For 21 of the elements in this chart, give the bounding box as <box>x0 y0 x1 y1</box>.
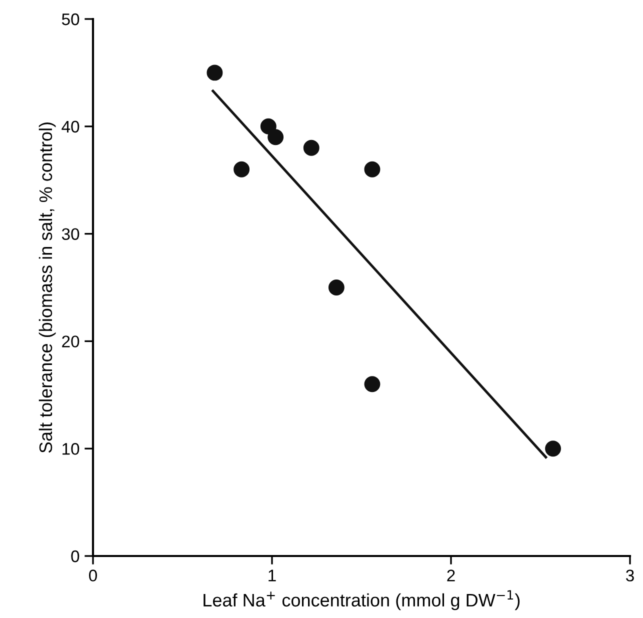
y-tick-label: 30 <box>62 228 80 240</box>
y-tick-label: 10 <box>62 443 80 455</box>
point <box>268 129 284 146</box>
x-tick-label: 2 <box>447 570 455 582</box>
point <box>206 64 223 81</box>
point <box>545 440 562 457</box>
y-tick-label: 40 <box>62 120 80 133</box>
y-axis-title: Salt tolerance (biomass in salt, % control) <box>38 122 56 453</box>
y-tick-label: 0 <box>71 550 80 562</box>
point <box>364 161 380 178</box>
point <box>364 376 380 392</box>
x-tick-label: 1 <box>268 570 276 582</box>
y-tick-label: 20 <box>62 336 80 348</box>
x-tick-label: 0 <box>89 570 97 582</box>
point <box>328 280 344 296</box>
point <box>303 140 320 156</box>
point <box>234 161 250 178</box>
x-tick-label: 3 <box>626 570 634 582</box>
y-tick-label: 50 <box>62 13 80 26</box>
point <box>260 118 276 134</box>
x-axis-title: Leaf Na$^{+}$ concentration (mmol g DW$^{−1}$) <box>204 590 520 610</box>
